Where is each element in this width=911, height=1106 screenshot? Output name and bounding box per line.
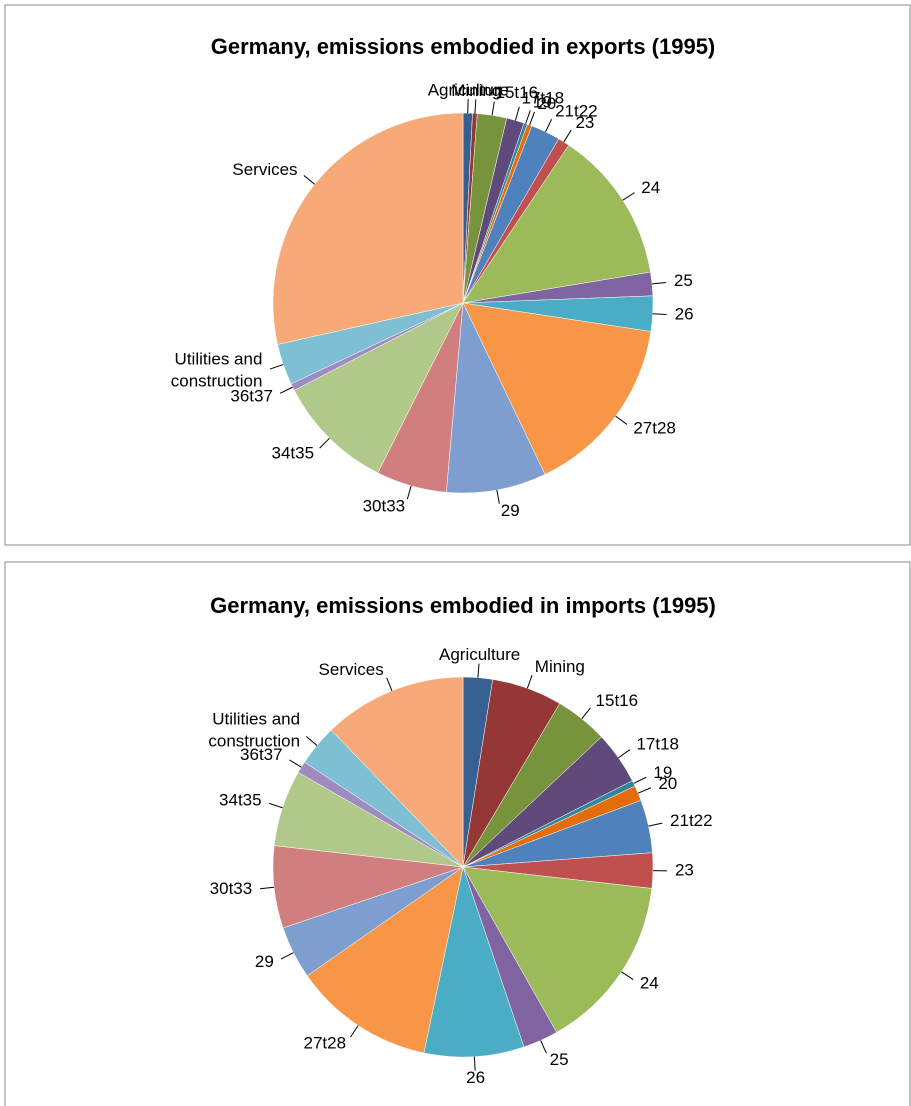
leader-line <box>269 802 283 809</box>
slice-label: 25 <box>550 1050 569 1069</box>
slice-label: 19 <box>533 92 552 111</box>
pie-slice <box>446 302 546 494</box>
leader-line <box>540 1040 547 1054</box>
leader-line <box>618 749 631 759</box>
slice-label: 23 <box>575 113 594 132</box>
pie-slice <box>462 866 653 1033</box>
slice-label: 15t16 <box>596 691 639 710</box>
leader-line <box>289 759 302 768</box>
slice-label: 21t22 <box>670 811 713 830</box>
slice-label: Mining <box>535 657 585 676</box>
leader-line <box>526 674 533 689</box>
pie-slice <box>306 866 464 1054</box>
leader-line <box>633 776 647 784</box>
leader-line <box>386 677 393 691</box>
leader-line <box>269 364 284 370</box>
slice-label: 21t22 <box>555 102 598 121</box>
leader-line <box>621 971 634 980</box>
slice-label: 17t18 <box>636 735 679 754</box>
slice-label: 29 <box>255 952 274 971</box>
slice-label: 36t37 <box>240 745 283 764</box>
leader-line <box>496 489 500 504</box>
leader-line <box>279 386 293 394</box>
leader-line <box>406 485 412 500</box>
slice-label: 36t37 <box>230 386 273 405</box>
slice-label: 17t18 <box>522 89 565 108</box>
leader-line <box>615 415 628 425</box>
slice-label: 34t35 <box>271 443 314 462</box>
leader-line <box>581 707 591 720</box>
leader-line <box>545 119 553 133</box>
slice-label: 29 <box>501 501 520 520</box>
slice-label: 26 <box>466 1068 485 1087</box>
slice-label: 30t33 <box>363 496 406 515</box>
chart: Germany, emissions embodied in exports (… <box>0 3 911 548</box>
leader-line <box>350 1025 359 1038</box>
slice-label: Utilities and construction <box>208 710 300 751</box>
leader-line <box>563 129 572 143</box>
leader-line <box>305 736 318 746</box>
pie-slice <box>462 302 652 475</box>
chart-frame <box>4 4 911 546</box>
chart-title: Germany, emissions embodied in imports (… <box>210 593 716 618</box>
slice-label: 26 <box>675 304 694 323</box>
slice-label: Agriculture <box>428 81 509 100</box>
pie-slice <box>423 866 525 1058</box>
leader-line <box>477 663 480 678</box>
slice-label: 30t33 <box>210 879 253 898</box>
slice-label: 24 <box>640 973 659 992</box>
pie-slice <box>272 112 464 345</box>
slice-label: 25 <box>674 271 693 290</box>
leader-line <box>637 787 652 794</box>
pie-slice <box>293 302 464 474</box>
leader-line <box>622 192 635 201</box>
slice-label: Services <box>232 160 297 179</box>
leader-line <box>473 1056 476 1071</box>
slice-label: 20 <box>537 94 556 113</box>
slice-label: 34t35 <box>219 790 262 809</box>
slice-label: Utilities and construction <box>171 350 263 391</box>
chart-frame <box>4 561 911 1106</box>
slice-label: 15t16 <box>496 83 539 102</box>
slice-label: 24 <box>641 178 660 197</box>
leader-line <box>319 437 330 449</box>
leader-line <box>525 110 531 124</box>
leader-line <box>303 175 316 185</box>
leader-line <box>652 313 667 316</box>
leader-line <box>474 99 477 114</box>
leader-line <box>260 886 275 890</box>
pie-slice <box>330 676 464 868</box>
leader-line <box>491 101 495 116</box>
slice-label: Mining <box>451 81 501 100</box>
slice-label: 27t28 <box>633 419 676 438</box>
slice-label: 27t28 <box>304 1033 347 1052</box>
chart: Germany, emissions embodied in imports (… <box>0 560 911 1106</box>
slice-label: 23 <box>675 860 694 879</box>
slice-label: Agriculture <box>439 645 520 664</box>
slice-label: Services <box>319 660 384 679</box>
leader-line <box>514 106 520 121</box>
leader-line <box>529 111 535 126</box>
slice-label: 20 <box>658 774 677 793</box>
leader-line <box>280 952 294 960</box>
leader-line <box>651 282 667 285</box>
leader-line <box>648 822 663 827</box>
pie-slice <box>462 144 651 304</box>
chart-title: Germany, emissions embodied in exports (… <box>211 34 716 59</box>
slice-label: 19 <box>653 763 672 782</box>
